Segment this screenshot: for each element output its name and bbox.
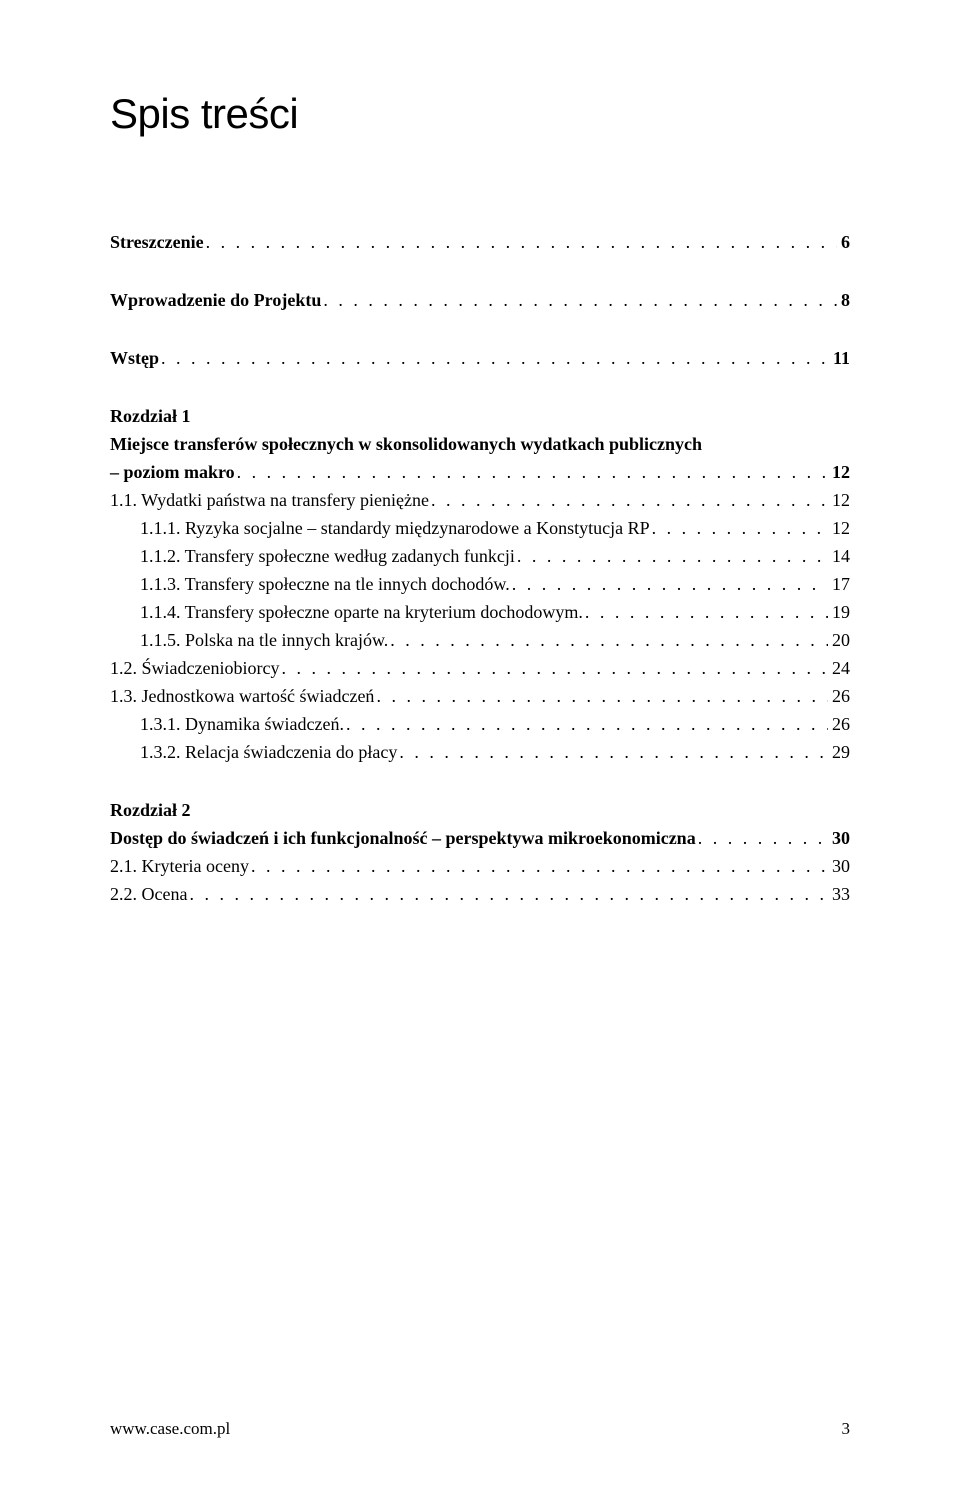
toc-entry-page: 30 (828, 829, 850, 847)
toc-entry-page: 30 (828, 857, 850, 875)
toc-entry-label: 1.1.4. Transfery społeczne oparte na kry… (140, 603, 583, 621)
toc-entry-label: 2.1. Kryteria oceny (110, 857, 249, 875)
toc-spacer (110, 261, 850, 291)
toc-heading: Rozdział 1 (110, 407, 850, 425)
toc-entry-page: 19 (828, 603, 850, 621)
toc-entry-label: 1.1.1. Ryzyka socjalne – standardy międz… (140, 519, 650, 537)
toc-leader-dots (204, 233, 837, 251)
toc-entry: Wstęp 11 (110, 349, 850, 367)
toc-entry-page: 33 (828, 885, 850, 903)
toc-entry: 1.3.1. Dynamika świadczeń. 26 (110, 715, 850, 733)
toc-leader-dots (515, 547, 828, 565)
toc-entry-page: 26 (828, 715, 850, 733)
toc-entry-page: 12 (828, 519, 850, 537)
toc-leader-dots (397, 743, 828, 761)
toc-leader-dots (344, 715, 828, 733)
toc-entry-page: 6 (837, 233, 850, 251)
toc-entry-label: Streszczenie (110, 233, 204, 251)
toc-entry-page: 14 (828, 547, 850, 565)
toc-entry-page: 26 (828, 687, 850, 705)
footer-page-number: 3 (842, 1419, 851, 1439)
toc-leader-dots (374, 687, 828, 705)
toc-entry: 2.2. Ocena 33 (110, 885, 850, 903)
table-of-contents: Streszczenie 6 Wprowadzenie do Projektu 8 Ws… (110, 233, 850, 903)
toc-entry: 1.1.2. Transfery społeczne według zadany… (110, 547, 850, 565)
toc-leader-dots (235, 463, 828, 481)
toc-entry: Wprowadzenie do Projektu 8 (110, 291, 850, 309)
toc-leader-dots (187, 885, 828, 903)
toc-entry-page: 11 (829, 349, 850, 367)
toc-entry: 1.1.3. Transfery społeczne na tle innych… (110, 575, 850, 593)
toc-entry-label: 1.1.3. Transfery społeczne na tle innych… (140, 575, 510, 593)
toc-leader-dots (388, 631, 828, 649)
toc-entry-label: 1.3.1. Dynamika świadczeń. (140, 715, 344, 733)
toc-entry: – poziom makro 12 (110, 463, 850, 481)
toc-entry-label: 1.1.2. Transfery społeczne według zadany… (140, 547, 515, 565)
toc-entry-label: 1.1.5. Polska na tle innych krajów. (140, 631, 388, 649)
toc-entry-page: 29 (828, 743, 850, 761)
toc-leader-dots (583, 603, 828, 621)
toc-entry-label: 2.2. Ocena (110, 885, 187, 903)
toc-entry: 1.3.2. Relacja świadczenia do płacy 29 (110, 743, 850, 761)
toc-entry-label: 1.2. Świadczeniobiorcy (110, 659, 279, 677)
toc-leader-dots (510, 575, 828, 593)
toc-heading: Rozdział 2 (110, 801, 850, 819)
toc-entry: Dostęp do świadczeń i ich funkcjonalność… (110, 829, 850, 847)
toc-entry: 1.3. Jednostkowa wartość świadczeń 26 (110, 687, 850, 705)
toc-leader-dots (696, 829, 828, 847)
toc-spacer (110, 377, 850, 407)
toc-entry-label: Wstęp (110, 349, 159, 367)
toc-leader-dots (429, 491, 828, 509)
page-footer: www.case.com.pl 3 (110, 1419, 850, 1439)
toc-entry-page: 12 (828, 491, 850, 509)
toc-entry-label: Wprowadzenie do Projektu (110, 291, 321, 309)
toc-entry: 1.1.1. Ryzyka socjalne – standardy międz… (110, 519, 850, 537)
toc-heading: Miejsce transferów społecznych w skonsol… (110, 435, 850, 453)
toc-entry-page: 12 (828, 463, 850, 481)
footer-url: www.case.com.pl (110, 1419, 230, 1439)
toc-spacer (110, 319, 850, 349)
toc-leader-dots (321, 291, 837, 309)
toc-entry: Streszczenie 6 (110, 233, 850, 251)
toc-entry-label: 1.3. Jednostkowa wartość świadczeń (110, 687, 374, 705)
toc-entry-page: 24 (828, 659, 850, 677)
toc-entry-page: 17 (828, 575, 850, 593)
toc-entry-label: 1.1. Wydatki państwa na transfery pienię… (110, 491, 429, 509)
toc-entry: 1.1. Wydatki państwa na transfery pienię… (110, 491, 850, 509)
toc-spacer (110, 771, 850, 801)
toc-leader-dots (650, 519, 828, 537)
toc-entry-label: Dostęp do świadczeń i ich funkcjonalność… (110, 829, 696, 847)
toc-entry-page: 8 (837, 291, 850, 309)
toc-entry-page: 20 (828, 631, 850, 649)
toc-entry-label: – poziom makro (110, 463, 235, 481)
toc-leader-dots (249, 857, 828, 875)
toc-entry: 1.2. Świadczeniobiorcy 24 (110, 659, 850, 677)
toc-leader-dots (159, 349, 829, 367)
toc-entry-label: 1.3.2. Relacja świadczenia do płacy (140, 743, 397, 761)
toc-entry: 1.1.5. Polska na tle innych krajów. 20 (110, 631, 850, 649)
toc-entry: 1.1.4. Transfery społeczne oparte na kry… (110, 603, 850, 621)
page-title: Spis treści (110, 90, 850, 138)
toc-entry: 2.1. Kryteria oceny 30 (110, 857, 850, 875)
toc-leader-dots (279, 659, 828, 677)
